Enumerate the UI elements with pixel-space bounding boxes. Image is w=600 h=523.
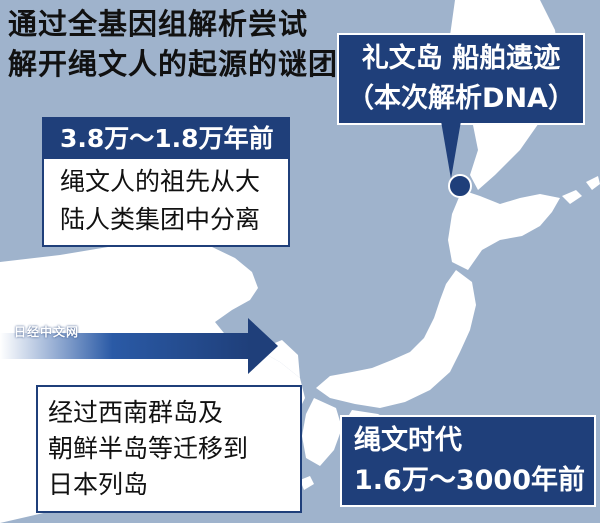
migration-callout: 经过西南群岛及 朝鲜半岛等迁移到 日本列岛 bbox=[36, 385, 302, 513]
southwest-island-1 bbox=[300, 476, 314, 490]
divergence-callout: 3.8万～1.8万年前 绳文人的祖先从大 陆人类集团中分离 bbox=[42, 117, 290, 247]
divergence-header: 3.8万～1.8万年前 bbox=[44, 119, 288, 159]
divergence-line-2: 陆人类集团中分离 bbox=[60, 205, 261, 234]
migration-line-2: 朝鲜半岛等迁移到 bbox=[48, 434, 249, 463]
title-line-2: 解开绳文人的起源的谜团 bbox=[8, 47, 339, 81]
migration-arrow-shaft bbox=[0, 333, 250, 359]
rebun-site-label: 礼文岛 船舶遗迹 （本次解析DNA） bbox=[337, 33, 585, 125]
jomon-era-label: 绳文时代 1.6万～3000年前 bbox=[340, 415, 596, 507]
migration-line-1: 经过西南群岛及 bbox=[48, 398, 224, 427]
honshu-island bbox=[316, 270, 476, 408]
kuril-island-1 bbox=[562, 190, 582, 204]
map-title: 通过全基因组解析尝试 解开绳文人的起源的谜团 bbox=[8, 4, 338, 84]
era-range: 1.6万～3000年前 bbox=[354, 465, 585, 496]
site-label-line-2: （本次解析DNA） bbox=[347, 83, 575, 114]
kuril-island-2 bbox=[586, 176, 600, 190]
site-label-line-1: 礼文岛 船舶遗迹 bbox=[361, 43, 561, 74]
site-pointer-icon bbox=[441, 121, 461, 179]
divergence-line-1: 绳文人的祖先从大 bbox=[60, 167, 261, 196]
migration-line-3: 日本列岛 bbox=[48, 470, 149, 499]
title-line-1: 通过全基因组解析尝试 bbox=[8, 7, 309, 41]
hokkaido-island bbox=[448, 190, 560, 270]
era-name: 绳文时代 bbox=[354, 425, 462, 456]
watermark-logo: 日经中文网 bbox=[14, 325, 80, 339]
divergence-body: 绳文人的祖先从大 陆人类集团中分离 bbox=[44, 159, 288, 245]
site-marker-icon bbox=[448, 174, 472, 198]
kyushu-island bbox=[302, 398, 342, 466]
migration-arrow-icon bbox=[248, 318, 278, 374]
